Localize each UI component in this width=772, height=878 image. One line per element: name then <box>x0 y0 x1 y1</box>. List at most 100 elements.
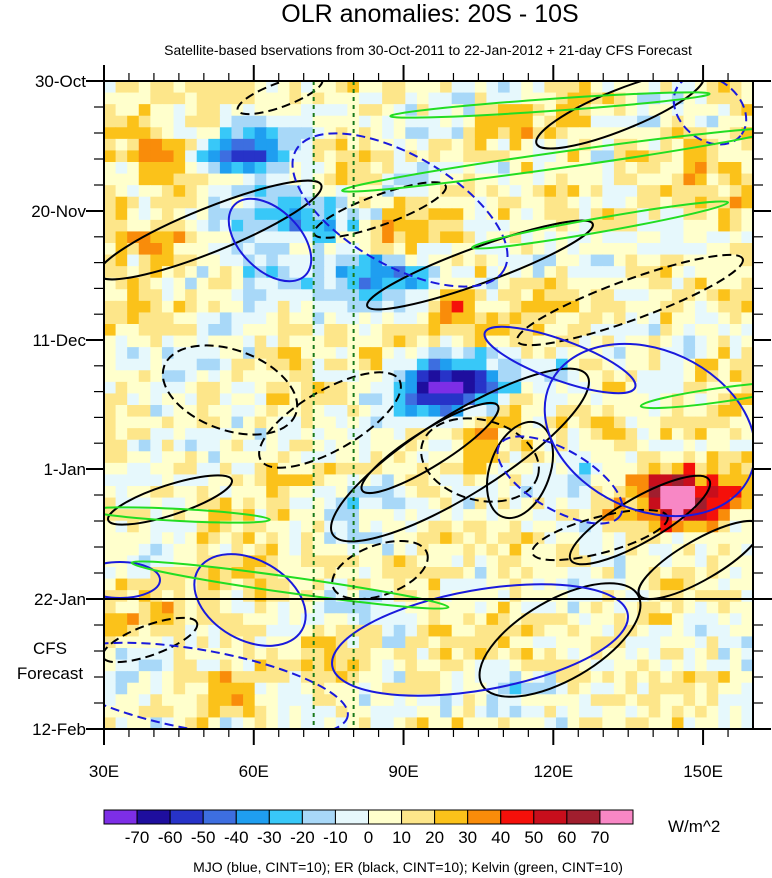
anomaly-cell <box>208 451 221 464</box>
anomaly-cell <box>173 243 186 256</box>
anomaly-cell <box>150 671 163 684</box>
anomaly-cell <box>301 567 314 580</box>
anomaly-cell <box>602 671 615 684</box>
anomaly-cell <box>555 532 569 545</box>
anomaly-cell <box>301 381 314 395</box>
anomaly-cell <box>231 671 244 684</box>
anomaly-cell <box>254 613 267 626</box>
anomaly-cell <box>695 324 708 337</box>
anomaly-cell <box>243 682 256 695</box>
anomaly-cell <box>254 532 267 545</box>
anomaly-cell <box>521 705 534 719</box>
anomaly-cell <box>161 150 175 163</box>
anomaly-cell <box>706 705 719 719</box>
anomaly-cell <box>185 601 198 614</box>
anomaly-cell <box>451 196 464 209</box>
anomaly-cell <box>521 92 534 105</box>
anomaly-cell <box>370 428 383 441</box>
anomaly-cell <box>358 416 372 429</box>
anomaly-cell <box>521 567 534 580</box>
anomaly-cell <box>718 150 731 163</box>
anomaly-cell <box>729 358 743 371</box>
anomaly-cell <box>602 393 615 406</box>
anomaly-cell <box>173 543 186 557</box>
anomaly-cell <box>161 347 175 360</box>
anomaly-cell <box>382 543 395 557</box>
anomaly-cell <box>428 613 441 626</box>
anomaly-cell <box>648 208 661 221</box>
anomaly-cell <box>486 532 499 545</box>
anomaly-cell <box>324 208 337 221</box>
anomaly-cell <box>138 173 151 186</box>
anomaly-cell <box>301 115 314 128</box>
anomaly-cell <box>231 162 244 175</box>
anomaly-cell <box>173 613 186 626</box>
anomaly-cell <box>555 393 569 406</box>
anomaly-cell <box>474 428 488 441</box>
anomaly-cell <box>196 196 209 209</box>
anomaly-cell <box>231 590 244 603</box>
anomaly-cell <box>474 381 488 395</box>
anomaly-cell <box>231 324 244 337</box>
anomaly-cell <box>115 289 128 302</box>
anomaly-cell <box>521 196 534 209</box>
anomaly-cell <box>509 92 522 105</box>
anomaly-cell <box>498 636 511 649</box>
anomaly-cell <box>301 428 314 441</box>
contour-er <box>516 253 744 347</box>
anomaly-cell <box>532 405 545 418</box>
anomaly-cell <box>683 312 696 325</box>
anomaly-cell <box>254 370 267 383</box>
anomaly-cell <box>544 717 557 729</box>
anomaly-cell <box>370 393 383 406</box>
anomaly-cell <box>173 439 186 452</box>
anomaly-cell <box>219 671 233 684</box>
anomaly-cell <box>741 324 753 337</box>
anomaly-cell <box>277 451 291 464</box>
anomaly-cell <box>498 127 511 140</box>
anomaly-cell <box>324 324 337 337</box>
anomaly-cell <box>208 370 221 383</box>
anomaly-cell <box>196 92 209 105</box>
anomaly-cell <box>509 613 522 626</box>
anomaly-cell <box>498 497 511 510</box>
anomaly-cell <box>254 601 267 614</box>
anomaly-cell <box>335 277 348 290</box>
anomaly-cell <box>718 243 731 256</box>
anomaly-cell <box>474 254 488 267</box>
anomaly-cell <box>463 648 476 661</box>
anomaly-cell <box>150 497 163 510</box>
anomaly-cell <box>660 162 673 175</box>
anomaly-cell <box>648 370 661 383</box>
anomaly-cell <box>416 324 430 337</box>
anomaly-cell <box>509 393 522 406</box>
anomaly-cell <box>208 462 221 476</box>
anomaly-cell <box>474 717 488 729</box>
anomaly-cell <box>358 335 372 348</box>
anomaly-cell <box>579 335 592 348</box>
anomaly-cell <box>208 428 221 441</box>
anomaly-cell <box>312 405 325 418</box>
anomaly-cell <box>104 104 117 117</box>
anomaly-cell <box>486 590 499 603</box>
anomaly-cell <box>718 717 731 729</box>
anomaly-cell <box>324 335 337 348</box>
anomaly-cell <box>405 613 418 626</box>
anomaly-cell <box>243 532 256 545</box>
anomaly-cell <box>370 474 383 487</box>
anomaly-cell <box>602 219 615 233</box>
anomaly-cell <box>219 393 233 406</box>
anomaly-cell <box>277 532 291 545</box>
anomaly-cell <box>370 717 383 729</box>
anomaly-cell <box>613 370 627 383</box>
anomaly-cell <box>440 509 453 522</box>
anomaly-cell <box>695 81 708 94</box>
contour-er <box>107 474 233 526</box>
anomaly-cell <box>660 694 673 707</box>
anomaly-cell <box>150 254 163 267</box>
anomaly-cell <box>196 289 209 302</box>
anomaly-cell <box>161 462 175 476</box>
anomaly-cell <box>243 671 256 684</box>
anomaly-cell <box>660 555 673 568</box>
anomaly-cell <box>555 289 569 302</box>
